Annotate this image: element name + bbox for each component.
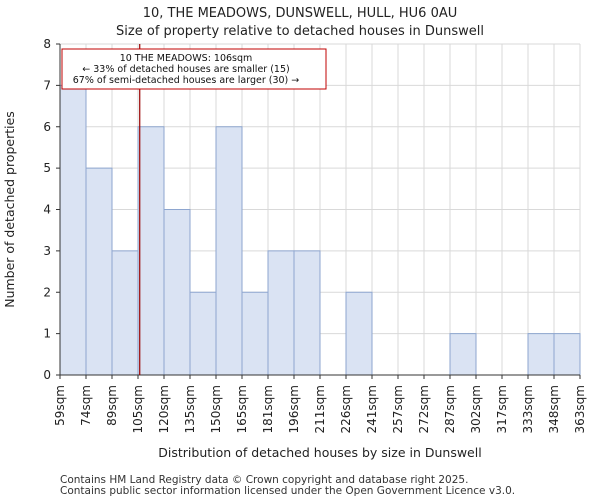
y-tick-label: 5: [43, 161, 51, 175]
histogram-bar: [189, 291, 217, 376]
x-tick-label: 241sqm: [365, 385, 379, 433]
y-tick-label: 6: [43, 120, 51, 134]
x-tick-label: 196sqm: [287, 385, 301, 433]
histogram-bar: [553, 333, 581, 376]
y-tick-label: 4: [43, 203, 51, 217]
histogram-bar: [293, 250, 321, 376]
y-tick-label: 1: [43, 327, 51, 341]
histogram-bar: [449, 333, 477, 376]
chart-title: 10, THE MEADOWS, DUNSWELL, HULL, HU6 0AU: [142, 6, 458, 21]
footer-line-2: Contains public sector information licen…: [60, 485, 516, 497]
y-tick-label: 0: [43, 368, 51, 382]
histogram-bar: [59, 84, 87, 376]
histogram-bar: [137, 126, 165, 376]
histogram-bar: [215, 126, 243, 376]
annotation-line: 67% of semi-detached houses are larger (…: [73, 75, 300, 86]
y-tick-label: 7: [43, 78, 51, 92]
x-tick-label: 363sqm: [573, 385, 587, 433]
histogram-bar: [345, 291, 373, 376]
x-tick-label: 135sqm: [183, 385, 197, 433]
x-tick-label: 317sqm: [495, 385, 509, 433]
histogram-bar: [111, 250, 139, 376]
x-tick-label: 120sqm: [157, 385, 171, 433]
y-tick-label: 2: [43, 285, 51, 299]
x-tick-label: 302sqm: [469, 385, 483, 433]
histogram-bar: [241, 291, 269, 376]
x-tick-label: 226sqm: [339, 385, 353, 433]
x-tick-label: 74sqm: [79, 385, 93, 426]
x-tick-label: 348sqm: [547, 385, 561, 433]
histogram-bar: [267, 250, 295, 376]
x-tick-label: 333sqm: [521, 385, 535, 433]
x-tick-label: 211sqm: [313, 385, 327, 433]
histogram-bar: [163, 209, 191, 376]
x-tick-label: 150sqm: [209, 385, 223, 433]
x-tick-label: 59sqm: [53, 385, 67, 426]
x-tick-label: 165sqm: [235, 385, 249, 433]
histogram-bar: [527, 333, 555, 376]
y-tick-label: 3: [43, 244, 51, 258]
x-tick-label: 181sqm: [261, 385, 275, 433]
x-tick-label: 89sqm: [105, 385, 119, 426]
x-tick-label: 287sqm: [443, 385, 457, 433]
x-tick-label: 272sqm: [417, 385, 431, 433]
y-tick-label: 8: [43, 37, 51, 51]
histogram-bar: [85, 167, 113, 376]
x-tick-label: 105sqm: [131, 385, 145, 433]
annotation-line: 10 THE MEADOWS: 106sqm: [120, 53, 253, 64]
x-tick-label: 257sqm: [391, 385, 405, 433]
chart-subtitle: Size of property relative to detached ho…: [116, 24, 484, 39]
annotation-box: [61, 48, 327, 90]
x-axis-title: Distribution of detached houses by size …: [158, 445, 481, 460]
footer-line-1: Contains HM Land Registry data © Crown c…: [60, 474, 469, 486]
annotation-line: ← 33% of detached houses are smaller (15…: [82, 64, 289, 75]
y-axis-title: Number of detached properties: [2, 111, 17, 308]
